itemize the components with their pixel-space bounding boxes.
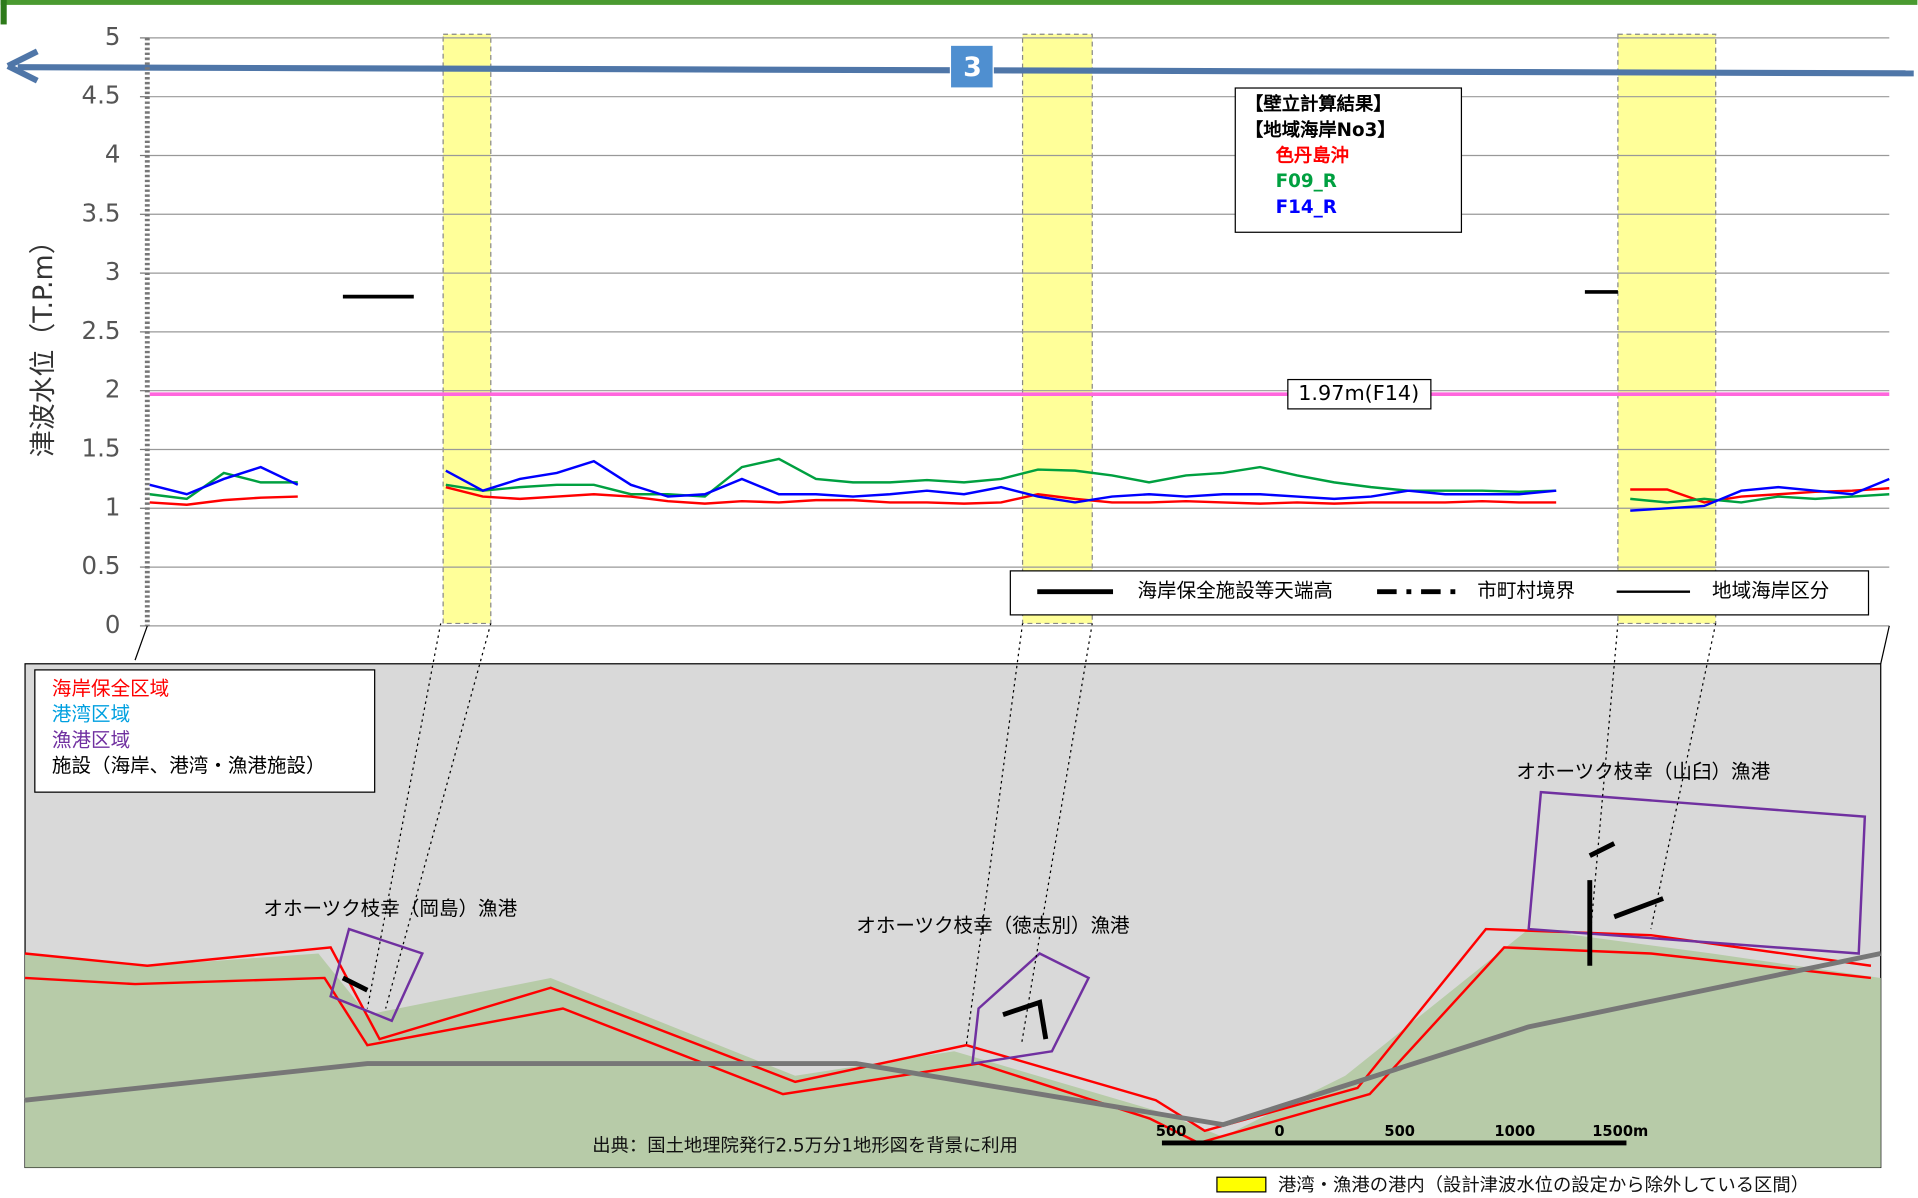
y-tick-label: 2 — [105, 375, 121, 404]
top-mark — [0, 0, 7, 25]
map-legend-entry: 港湾区域 — [52, 703, 130, 726]
line-legend-label: 海岸保全施設等天端高 — [1137, 579, 1332, 602]
y-axis-label: 津波水位（T.P.m） — [28, 227, 59, 457]
facility — [341, 841, 1664, 1040]
scale-label: 500 — [1384, 1123, 1415, 1140]
line-legend-label: 地域海岸区分 — [1712, 579, 1829, 602]
road — [24, 951, 1882, 1128]
harbor-bands — [442, 33, 1717, 625]
map — [24, 623, 1882, 1193]
design-level-box — [1287, 378, 1432, 410]
land — [25, 929, 1881, 1168]
section-arrow: 3 — [6, 44, 1914, 89]
line-legend-label: 市町村境界 — [1477, 579, 1575, 602]
scale-label: 500 — [1156, 1123, 1187, 1140]
series-line — [149, 459, 1890, 512]
legend-box — [1234, 87, 1463, 233]
section-badge — [949, 44, 994, 89]
harbor-band — [442, 33, 492, 625]
map-legend — [34, 669, 376, 793]
leader-line — [366, 623, 1717, 1046]
scale-label: 1500m — [1592, 1123, 1648, 1140]
legend-title: 【地域海岸No3】 — [1245, 119, 1396, 141]
y-tick-label: 3 — [105, 257, 121, 286]
y-tick-label: 4.5 — [82, 81, 121, 110]
legend-title: 【壁立計算結果】 — [1245, 93, 1392, 115]
legend-entry: 色丹島沖 — [1276, 144, 1349, 166]
map-legend-entry: 漁港区域 — [52, 728, 130, 751]
port-label: オホーツク枝幸（山臼）漁港 — [1516, 760, 1770, 783]
scale-label: 0 — [1274, 1123, 1284, 1140]
y-tick-label: 0.5 — [82, 551, 121, 580]
footer-swatch — [1216, 1176, 1267, 1193]
y-tick-label: 1.5 — [82, 433, 121, 462]
map-legend-entry: 海岸保全区域 — [52, 677, 169, 700]
y-tick-label: 4 — [105, 139, 121, 168]
map-source: 出典：国土地理院発行2.5万分1地形図を背景に利用 — [592, 1136, 1018, 1157]
top-bar — [0, 0, 1918, 5]
legend-entry: F09_R — [1276, 171, 1337, 192]
scale-label: 1000 — [1494, 1123, 1535, 1140]
map-legend-entry: 施設（海岸、港湾・漁港施設） — [52, 754, 326, 777]
y-tick-label: 3.5 — [82, 198, 121, 227]
design-level-label: 1.97m(F14) — [1298, 381, 1419, 405]
y-tick-label: 5 — [105, 22, 121, 51]
series-line — [149, 485, 1890, 506]
port-label: オホーツク枝幸（徳志別）漁港 — [856, 914, 1130, 937]
axis-frame — [134, 625, 1890, 664]
y-tick-label: 0 — [105, 610, 121, 639]
section-number: 3 — [963, 52, 982, 83]
harbor-band — [1021, 33, 1093, 625]
harbor-band — [1617, 33, 1717, 625]
footer-note: 港湾・漁港の港内（設計津波水位の設定から除外している区間） — [1278, 1175, 1809, 1196]
port-label: オホーツク枝幸（岡島）漁港 — [263, 897, 517, 920]
coast-zone — [24, 927, 1872, 1133]
legend-entry: F14_R — [1276, 197, 1337, 218]
fishing-port-zone — [329, 790, 1867, 1065]
y-tick-label: 1 — [105, 492, 121, 521]
series-line — [149, 457, 1890, 504]
arrow-head — [6, 48, 39, 84]
y-tick-label: 2.5 — [82, 316, 121, 345]
